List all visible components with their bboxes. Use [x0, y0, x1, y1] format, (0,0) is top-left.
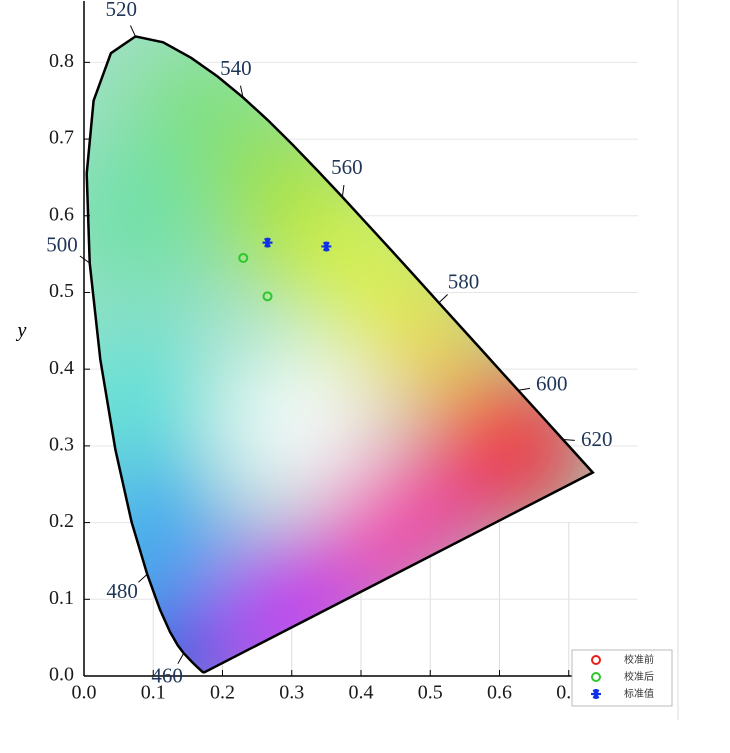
color-blob: [86, 135, 220, 296]
legend-box: [571, 649, 673, 707]
y-tick-label: 0.8: [49, 50, 74, 72]
annotation-leader: [562, 439, 575, 441]
y-tick-label: 0.6: [49, 203, 74, 225]
wavelength-label: 480: [106, 579, 138, 603]
y-tick-label: 0.5: [49, 280, 74, 302]
circle-marker: [238, 252, 249, 263]
legend-label: 校准后: [624, 670, 654, 683]
legend-marker: [591, 655, 601, 665]
annotation-leader: [138, 573, 148, 583]
x-tick-label: 0.0: [72, 682, 97, 704]
color-fill: [86, 36, 593, 673]
star-marker: [321, 241, 332, 252]
x-tick-label: 0.3: [279, 682, 304, 704]
wavelength-label: 580: [448, 269, 480, 293]
star-marker: [262, 237, 273, 248]
annotation-leader: [177, 652, 185, 664]
y-tick-label: 0.4: [49, 357, 74, 379]
x-tick-label: 0.5: [418, 682, 443, 704]
x-tick-label: 0.1: [141, 682, 166, 704]
wavelength-label: 600: [536, 372, 568, 396]
color-blob: [281, 189, 441, 350]
y-tick-label: 0.0: [49, 664, 74, 686]
annotation-leader: [79, 255, 90, 264]
annotation-leader: [518, 387, 531, 391]
x-tick-label: 0.2: [210, 682, 235, 704]
legend-marker: [591, 672, 601, 682]
wavelength-label: 540: [220, 56, 252, 80]
legend-label: 标准值: [624, 687, 654, 700]
annotation-leader: [438, 294, 448, 304]
y-tick-label: 0.3: [49, 433, 74, 455]
x-tick-label: 0.6: [487, 682, 512, 704]
spectral-locus: [85, 35, 595, 674]
wavelength-label: 520: [106, 0, 138, 21]
x-tick-label: 0.4: [349, 682, 374, 704]
wavelength-label: 560: [331, 155, 363, 179]
circle-marker: [262, 291, 273, 302]
legend-label: 校准前: [624, 653, 654, 666]
y-tick-label: 0.7: [49, 127, 74, 149]
y-tick-label: 0.1: [49, 587, 74, 609]
wavelength-label: 620: [581, 427, 613, 451]
color-blob: [218, 342, 379, 503]
wavelength-label: 500: [46, 233, 78, 257]
legend-marker: [591, 689, 601, 699]
annotation-leader: [240, 85, 244, 98]
y-axis-label: y: [16, 320, 27, 342]
annotation-leader: [341, 185, 345, 198]
y-tick-label: 0.2: [49, 510, 74, 532]
annotation-leader: [129, 25, 136, 37]
wavelength-label: 460: [151, 663, 183, 687]
